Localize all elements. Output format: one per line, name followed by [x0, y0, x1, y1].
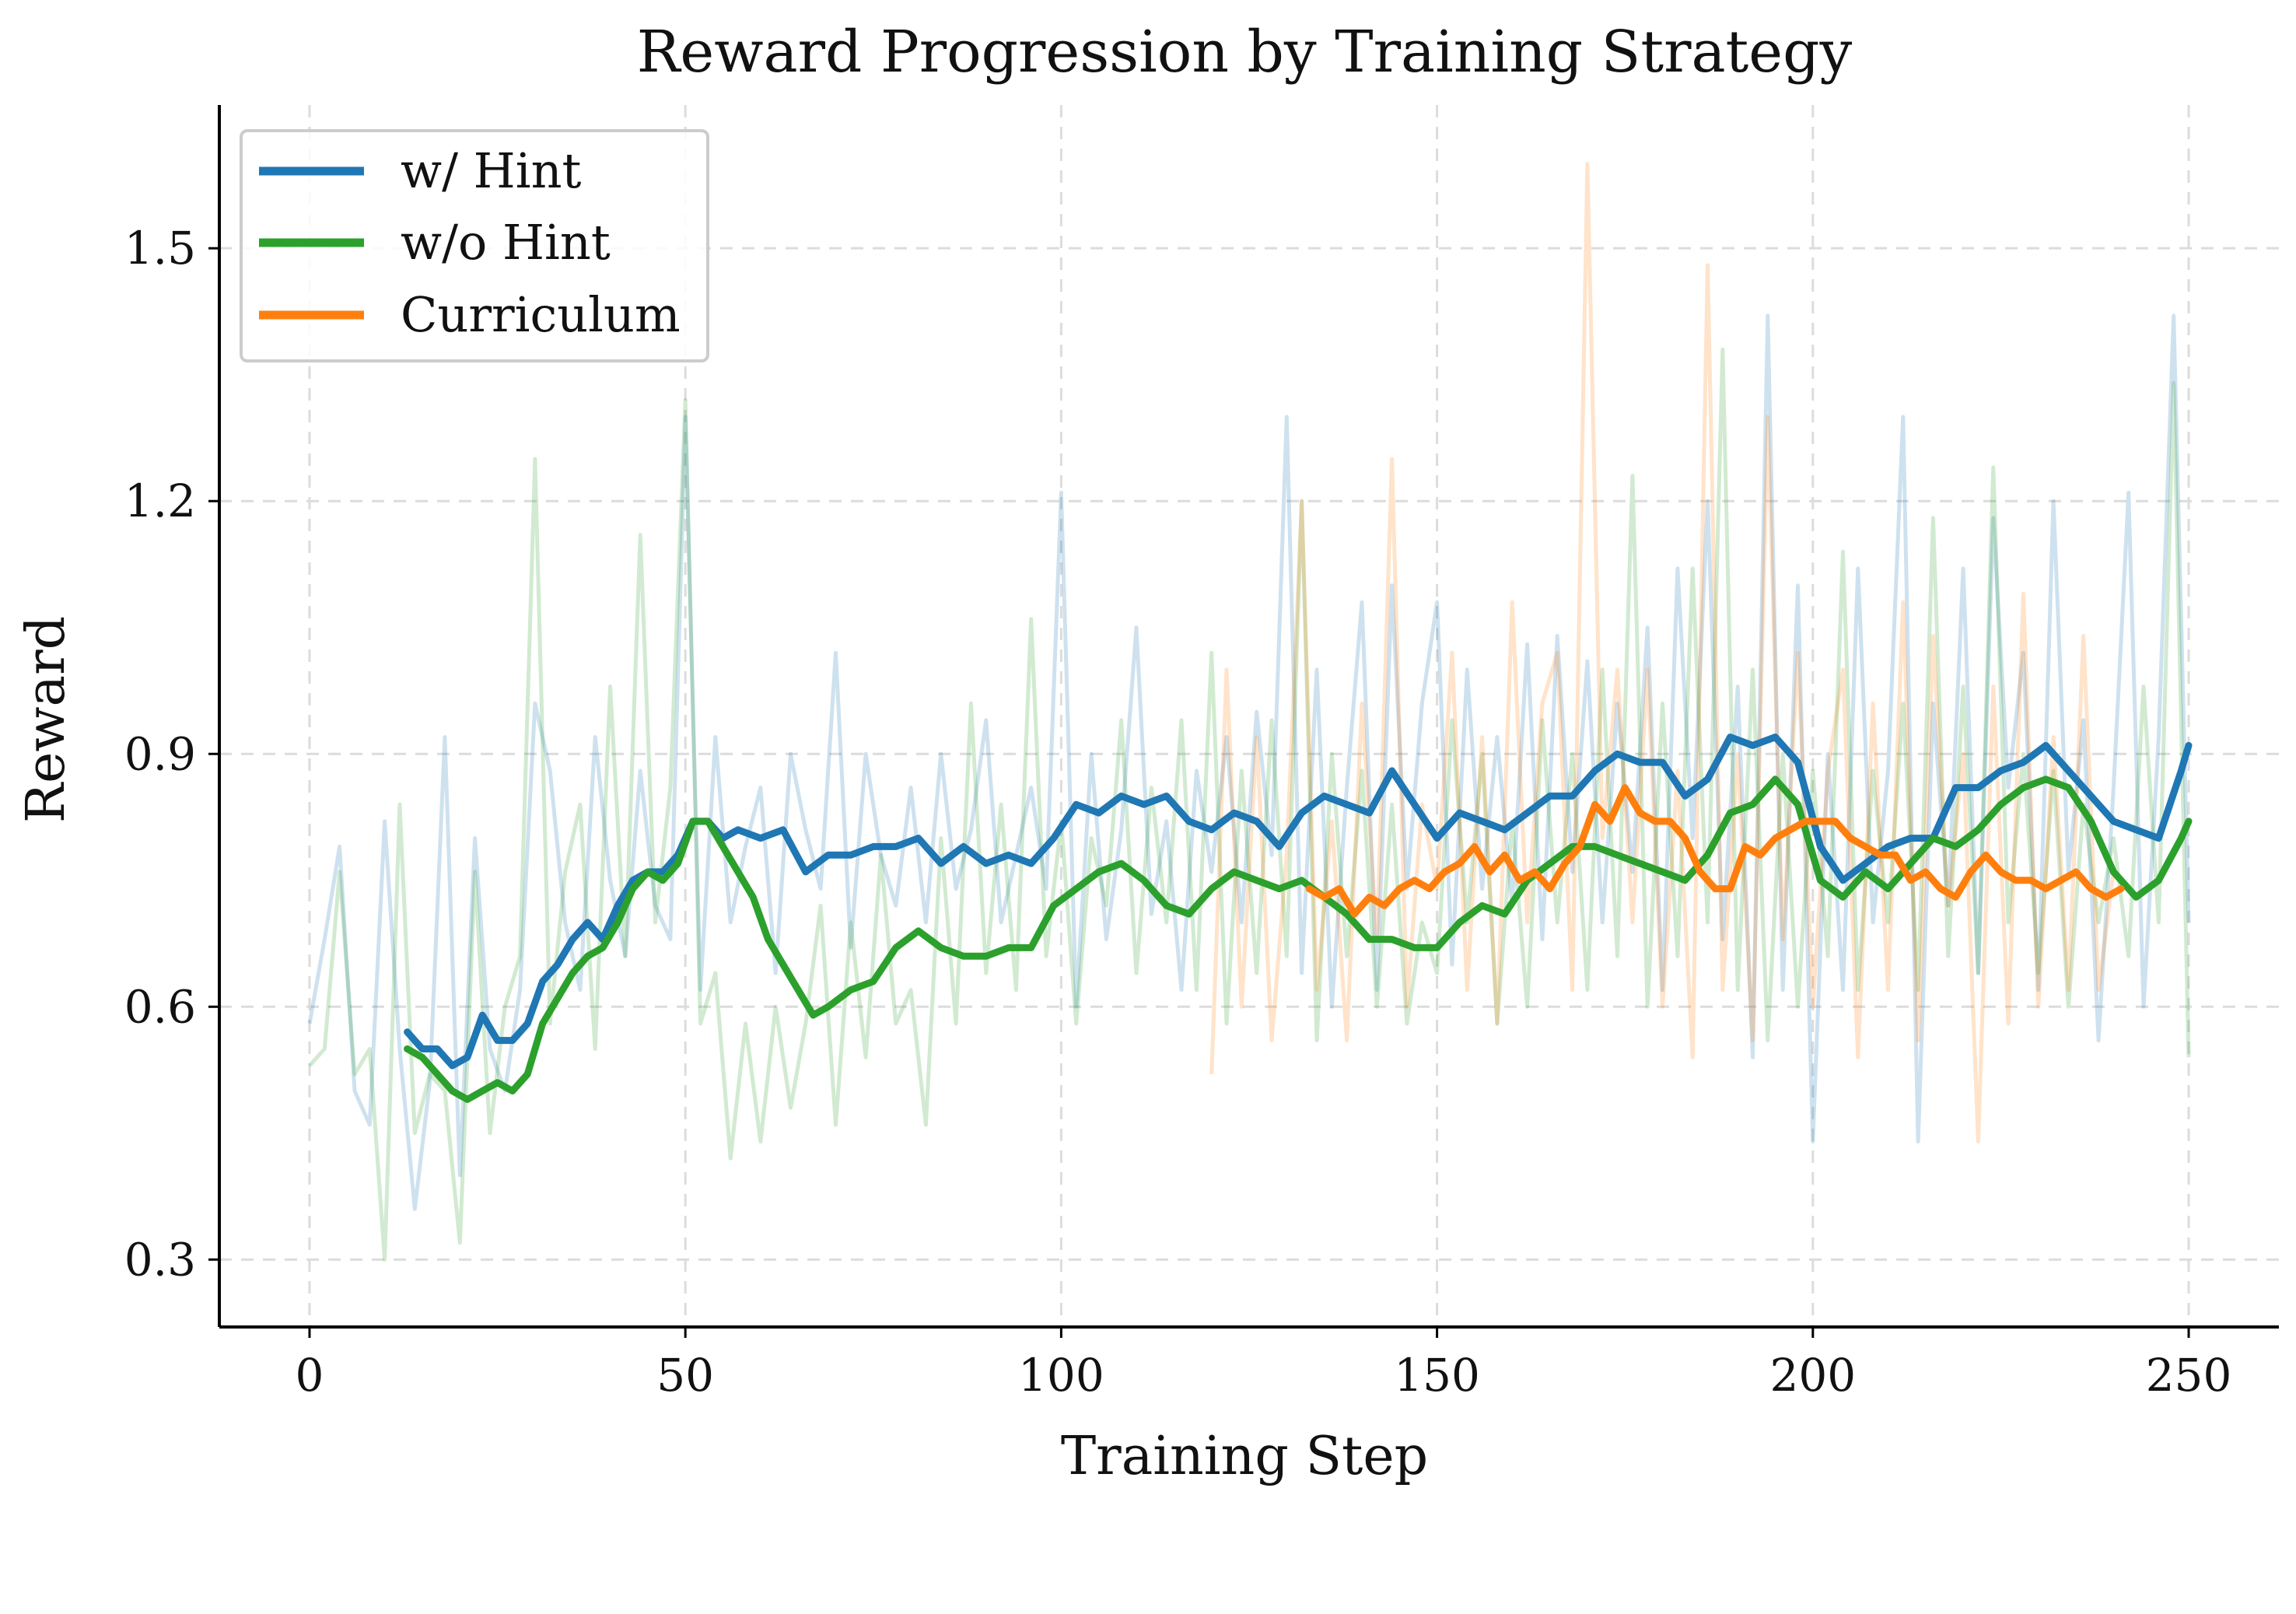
x-tick-label: 0 [296, 1349, 324, 1402]
series-smoothed-line-1 [404, 775, 2193, 1103]
x-tick-label: 200 [1769, 1349, 1856, 1402]
x-tick-label: 50 [656, 1349, 714, 1402]
axes [208, 105, 2279, 1338]
x-tick-label: 100 [1018, 1349, 1104, 1402]
y-tick-label: 1.5 [124, 222, 196, 275]
x-tick-label: 250 [2146, 1349, 2232, 1402]
x-axis-label: Training Step [1061, 1426, 1428, 1487]
y-tick-label: 0.3 [124, 1233, 196, 1286]
y-tick-label: 0.9 [124, 727, 196, 780]
chart-title: Reward Progression by Training Strategy [637, 19, 1853, 86]
smoothed-series-lines [404, 733, 2193, 1103]
legend: w/ Hint w/o Hint Curriculum [240, 129, 709, 362]
y-axis-label: Reward [16, 616, 77, 823]
y-tick-label: 0.6 [124, 980, 196, 1033]
x-tick-label: 150 [1394, 1349, 1480, 1402]
legend-label-wo-hint: w/o Hint [401, 214, 611, 271]
y-tick-label: 1.2 [124, 474, 196, 527]
legend-label-w-hint: w/ Hint [401, 142, 581, 199]
legend-box [240, 129, 709, 362]
series-smoothed-line-2 [1305, 784, 2125, 918]
tick-labels: 0 50 100 150 200 250 0.3 0.6 0.9 1.2 1.5 [124, 222, 2232, 1402]
legend-label-curriculum: Curriculum [401, 286, 681, 343]
series-raw-line-2 [1209, 162, 2116, 1144]
